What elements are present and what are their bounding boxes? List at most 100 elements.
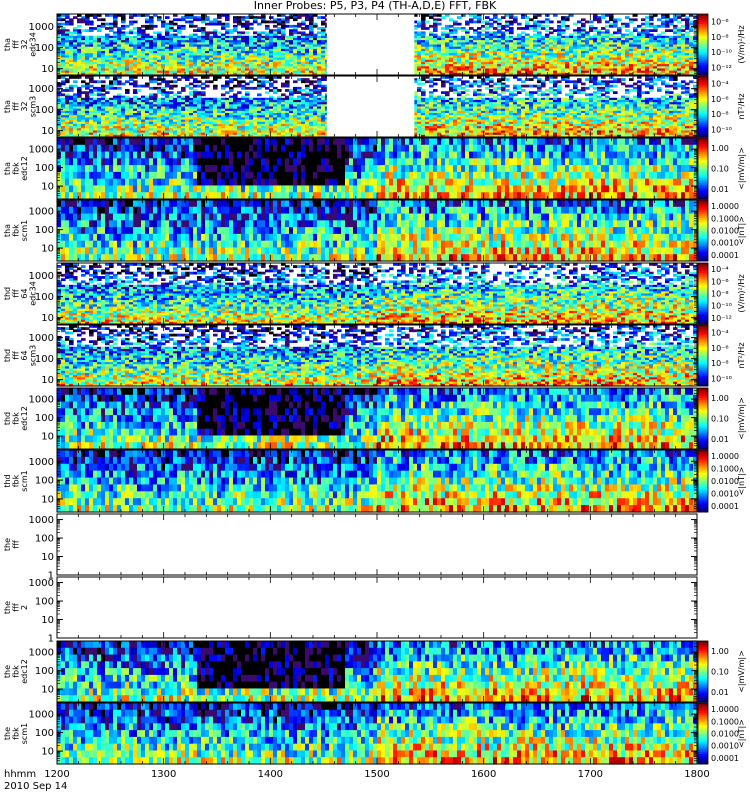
x-tick-label: 1600: [471, 769, 496, 780]
colorbar-tick-label: 10⁻⁸: [711, 33, 729, 42]
y-tick-label: 1000: [29, 84, 54, 95]
y-tick-label: 100: [35, 666, 54, 677]
colorbar-tick-label: 0.0001: [711, 251, 739, 260]
colorbar-tick-label: 1.0000: [711, 202, 739, 211]
x-tick-label: 1200: [44, 769, 69, 780]
colorbar-tick-label: 10⁻¹²: [711, 63, 732, 72]
colorbar: 10⁻⁴ 10⁻⁶ 10⁻⁸ 10⁻¹⁰ 10⁻¹² (V/m)²/Hz: [698, 263, 746, 325]
colorbar-tick-label: 0.1000: [711, 465, 739, 474]
y-tick-label: 100: [35, 225, 54, 236]
panel-label: tha fbk scm1: [3, 220, 29, 241]
time-format-label: hhmm: [4, 769, 36, 780]
colorbar-tick-label: 10⁻⁴: [711, 329, 729, 338]
panel-label: tha fff 32 scm3: [3, 96, 38, 117]
colorbar-tick-label: 0.10: [711, 668, 729, 677]
colorbar-label: <|nT|>: [737, 467, 746, 496]
y-tick-label: 10: [41, 244, 54, 255]
colorbar-tick-label: 10⁻⁶: [711, 95, 729, 104]
y-tick-label: 1000: [29, 578, 54, 589]
panel-11: 1.00 0.10 0.01 <|mV/m|> 1000 100 10 the fbk edc12: [3, 641, 746, 703]
colorbar-tick-label: 10⁻⁸: [711, 359, 729, 368]
panel-label: thd fff 64 scm3: [3, 345, 38, 366]
x-tick-label: 1500: [364, 769, 389, 780]
panel-frame: [57, 514, 697, 575]
x-tick-label: 1300: [151, 769, 176, 780]
panel-label: tha fff 32 edc34: [3, 32, 38, 57]
colorbar-tick-label: 10⁻¹⁰: [711, 302, 732, 311]
colorbar-tick-label: 0.10: [711, 165, 729, 174]
y-tick-label: 10: [41, 432, 54, 443]
data-gap-1: [327, 14, 414, 75]
colorbar-tick-label: 0.0010: [711, 239, 739, 248]
y-tick-label: 10: [41, 685, 54, 696]
heatmap-cells: [57, 388, 698, 450]
colorbar-tick-label: 0.01: [711, 688, 729, 697]
panel-label: thd fbk edc12: [3, 406, 29, 431]
y-tick-label: 100: [35, 163, 54, 174]
y-tick-label: 100: [35, 728, 54, 739]
panel-label-line: scm3: [29, 345, 38, 366]
colorbar-tick-label: 10⁻¹²: [711, 314, 732, 323]
y-tick-label: 1000: [29, 22, 54, 33]
colorbar-tick-label: 10⁻⁶: [711, 277, 729, 286]
panel-label-line: edc34: [29, 281, 38, 306]
colorbar-label: (V/m)²/Hz: [737, 274, 746, 312]
colorbar-tick-label: 10⁻⁴: [711, 265, 729, 274]
colorbar-label: <|mV/m|>: [737, 650, 746, 693]
colorbar-tick-label: 10⁻⁶: [711, 344, 729, 353]
colorbar-tick-label: 1.0000: [711, 705, 739, 714]
panel-label: the fff 2: [3, 601, 29, 614]
colorbar-label: nT²/Hz: [737, 342, 746, 368]
colorbar-tick-label: 0.0010: [711, 489, 739, 498]
panel-label-line: edc34: [29, 32, 38, 57]
x-tick-label: 1800: [684, 769, 709, 780]
colorbar-tick-label: 1.00: [711, 144, 729, 153]
colorbar-tick-label: 0.1000: [711, 717, 739, 726]
y-tick-label: 100: [35, 476, 54, 487]
heatmap-cells: [57, 325, 698, 387]
colorbar-label: <|mV/m|>: [737, 147, 746, 190]
panel-label-line: 2: [20, 605, 29, 610]
colorbar-tick-label: 10⁻⁶: [711, 18, 729, 27]
y-tick-label: 1000: [29, 395, 54, 406]
colorbar-tick-label: 0.0100: [711, 730, 739, 739]
panel-frame: [57, 577, 697, 638]
panel-label: the fbk edc12: [3, 659, 29, 684]
y-tick-label: 1000: [29, 648, 54, 659]
colorbar-tick-label: 0.0001: [711, 502, 739, 511]
x-tick-label: 1400: [258, 769, 283, 780]
y-tick-label: 100: [35, 597, 54, 608]
panel-5: 10⁻⁴10⁻⁶10⁻⁸10⁻¹⁰10⁻¹²(V/m)²/Hz100010010…: [3, 263, 746, 325]
y-tick-label: 10: [41, 747, 54, 758]
colorbar-label: (V/m)²/Hz: [737, 25, 746, 63]
y-tick-label: 1000: [29, 145, 54, 156]
colorbar-tick-label: 0.1000: [711, 214, 739, 223]
heatmap-cells: [57, 263, 698, 325]
colorbar-tick-label: 1.00: [711, 647, 729, 656]
panel-label-line: scm3: [29, 96, 38, 117]
colorbar-tick-label: 10⁻⁸: [711, 290, 729, 299]
y-tick-label: 100: [35, 354, 54, 365]
panel-label: tha fbk edc12: [3, 156, 29, 181]
colorbar-label: <|mV/m|>: [737, 397, 746, 440]
colorbar-tick-label: 0.01: [711, 185, 729, 194]
y-tick-label: 100: [35, 292, 54, 303]
y-tick-label: 1000: [29, 333, 54, 344]
panel-label-line: scm1: [20, 470, 29, 491]
data-gap-1: [327, 76, 414, 137]
y-tick-label: 10: [41, 313, 54, 324]
colorbar: 1.000.100.01 <|mV/m|>: [698, 388, 746, 450]
panel-label: the fff: [3, 538, 21, 551]
colorbar-tick-label: 10⁻¹⁰: [711, 48, 732, 57]
y-tick-label: 1000: [29, 457, 54, 468]
y-tick-label: 1000: [29, 207, 54, 218]
